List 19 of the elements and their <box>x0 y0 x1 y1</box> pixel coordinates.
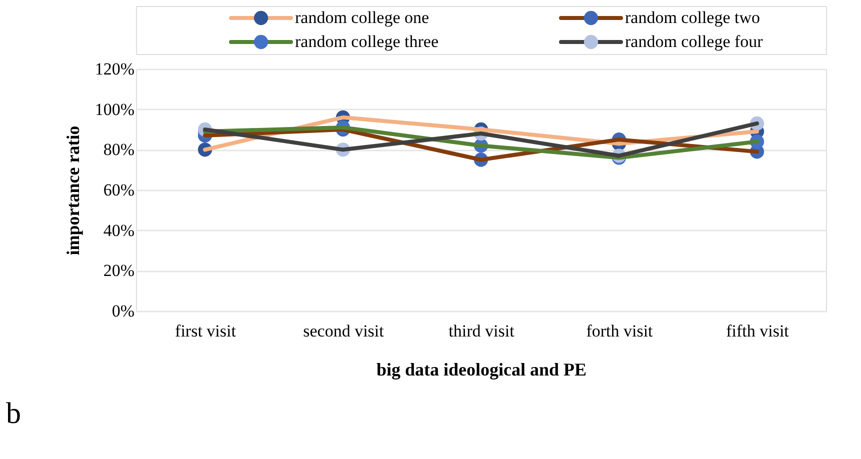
legend-label: random college four <box>625 32 764 51</box>
y-tick-label: 60% <box>103 180 134 200</box>
x-tick-label: fifth visit <box>726 322 790 340</box>
legend-label: random college one <box>295 8 430 27</box>
y-tick-label: 120% <box>94 60 134 78</box>
text: b <box>6 397 21 430</box>
x-tick-label: forth visit <box>586 322 654 340</box>
legend-label: random college two <box>625 8 760 27</box>
y-tick-label: 40% <box>103 220 134 240</box>
x-tick-label: third visit <box>448 322 515 340</box>
legend-label: random college three <box>295 32 438 51</box>
y-tick-label: 80% <box>103 140 134 160</box>
x-tick-label: first visit <box>175 322 236 340</box>
y-tick-label: 100% <box>94 100 134 119</box>
x-axis-title: big data ideological and PE <box>376 360 587 380</box>
x-tick-label: second visit <box>303 322 384 340</box>
y-tick-label: 0% <box>112 302 134 320</box>
y-axis-title: importance ratio <box>62 126 83 256</box>
y-tick-label: 20% <box>103 261 134 280</box>
